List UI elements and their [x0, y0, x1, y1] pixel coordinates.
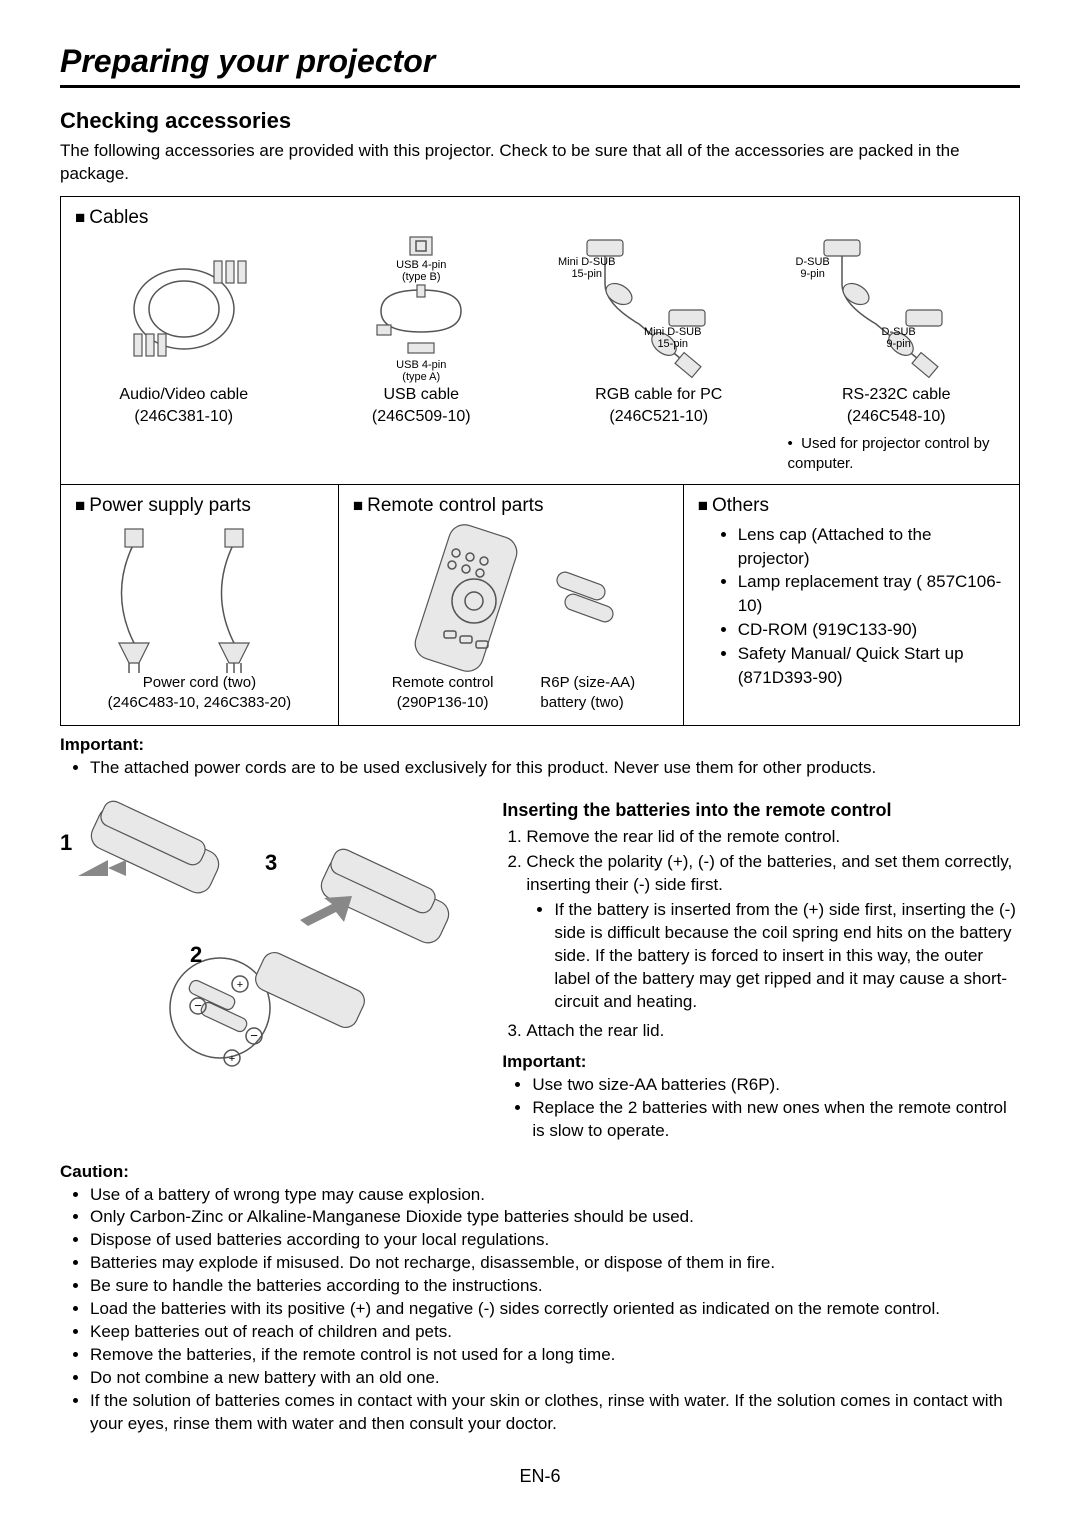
others-item: CD-ROM (919C133-90) — [738, 618, 1005, 642]
caution-list: Use of a battery of wrong type may cause… — [60, 1184, 1020, 1436]
important-2-list: Use two size-AA batteries (R6P). Replace… — [502, 1074, 1020, 1143]
others-item: Lens cap (Attached to the projector) — [738, 523, 1005, 571]
svg-text:−: − — [194, 998, 202, 1013]
psu-name: Power cord (two) — [75, 673, 324, 693]
important-label-1: Important: — [60, 734, 1020, 757]
battery-text-col: Inserting the batteries into the remote … — [502, 798, 1020, 1142]
step-2: Check the polarity (+), (-) of the batte… — [526, 851, 1020, 1014]
caution-item: Only Carbon-Zinc or Alkaline-Manganese D… — [90, 1206, 1020, 1229]
step-2-text: Check the polarity (+), (-) of the batte… — [526, 852, 1012, 894]
rgb-cable-name: RGB cable for PC — [595, 384, 722, 406]
caution-item: Use of a battery of wrong type may cause… — [90, 1184, 1020, 1207]
psu-section: ■Power supply parts Power cord ( — [61, 485, 339, 725]
step-3-num: 3 — [265, 848, 277, 878]
svg-text:−: − — [250, 1028, 258, 1043]
step-2-num: 2 — [190, 940, 202, 970]
av-cable-icon — [114, 239, 254, 379]
caution-label: Caution: — [60, 1161, 1020, 1184]
cables-label-text: Cables — [89, 207, 148, 228]
remote-control-icon — [396, 523, 536, 673]
rgb-conn-b: Mini D-SUB 15-pin — [644, 326, 701, 350]
caution-item: Batteries may explode if misused. Do not… — [90, 1252, 1020, 1275]
rs232-cable-icon — [806, 234, 986, 384]
step-1: Remove the rear lid of the remote contro… — [526, 826, 1020, 849]
usb-cable-icon — [371, 285, 471, 337]
others-item: Lamp replacement tray ( 857C106-10) — [738, 570, 1005, 618]
rgb-conn-a: Mini D-SUB 15-pin — [558, 256, 615, 280]
psu-label: ■Power supply parts — [75, 493, 324, 519]
rs232-cable-item: D-SUB 9-pin D-SUB 9-pin RS-232C cable (2… — [788, 234, 1006, 474]
important-1-item: The attached power cords are to be used … — [90, 757, 1020, 780]
others-label: ■Others — [698, 493, 1005, 519]
others-list: Lens cap (Attached to the projector) Lam… — [698, 523, 1005, 690]
cables-label: ■Cables — [75, 205, 1005, 231]
rs232-cable-name: RS-232C cable — [842, 384, 951, 406]
caution-item: Do not combine a new battery with an old… — [90, 1367, 1020, 1390]
batteries-icon — [546, 558, 626, 638]
others-label-text: Others — [712, 495, 769, 516]
page-title: Preparing your projector — [60, 40, 1020, 88]
rs232-note: • Used for projector control by computer… — [788, 434, 1006, 475]
usb-cable-part: (246C509-10) — [372, 406, 471, 428]
usb-a-connector-icon — [406, 339, 436, 357]
rs232-conn-b: D-SUB 9-pin — [882, 326, 916, 350]
rgb-cable-part: (246C521-10) — [609, 406, 708, 428]
rs232-note-text: Used for projector control by computer. — [788, 435, 990, 472]
usb-conn-b: USB 4-pin (type A) — [396, 359, 446, 383]
remote-label-text: Remote control parts — [367, 495, 543, 516]
caution-item: Dispose of used batteries according to y… — [90, 1229, 1020, 1252]
important-2-item: Replace the 2 batteries with new ones wh… — [532, 1097, 1020, 1143]
svg-text:+: + — [237, 979, 243, 991]
battery-heading: Inserting the batteries into the remote … — [502, 798, 1020, 822]
page-number: EN-6 — [60, 1464, 1020, 1488]
rs232-cable-part: (246C548-10) — [847, 406, 946, 428]
av-cable-name: Audio/Video cable — [119, 384, 248, 406]
battery-diagram: 1 2 3 + − − + — [60, 798, 482, 1088]
bullet: • — [788, 435, 793, 452]
remote-section: ■Remote control parts — [339, 485, 684, 725]
important-1-list: The attached power cords are to be used … — [60, 757, 1020, 780]
psu-label-text: Power supply parts — [89, 495, 251, 516]
accessories-box: ■Cables Audio/Video cable — [60, 196, 1020, 726]
cables-section: ■Cables Audio/Video cable — [61, 197, 1019, 485]
step-3: Attach the rear lid. — [526, 1020, 1020, 1043]
usb-b-connector-icon — [406, 235, 436, 257]
battery-desc: battery (two) — [540, 693, 668, 713]
psu-part: (246C483-10, 246C383-20) — [75, 693, 324, 713]
important-label-2: Important: — [502, 1051, 1020, 1074]
rs232-conn-a: D-SUB 9-pin — [796, 256, 830, 280]
intro-text: The following accessories are provided w… — [60, 140, 1020, 186]
svg-text:+: + — [229, 1053, 235, 1065]
remote-part: (290P136-10) — [353, 693, 533, 713]
av-cable-part: (246C381-10) — [134, 406, 233, 428]
rgb-cable-item: Mini D-SUB 15-pin Mini D-SUB 15-pin RGB … — [550, 234, 768, 474]
step-2-sub: If the battery is inserted from the (+) … — [554, 899, 1020, 1014]
others-section: ■Others Lens cap (Attached to the projec… — [684, 485, 1019, 725]
usb-cable-name: USB cable — [383, 384, 459, 406]
battery-name: R6P (size-AA) — [540, 673, 668, 693]
usb-conn-a: USB 4-pin (type B) — [396, 259, 446, 283]
caution-item: Remove the batteries, if the remote cont… — [90, 1344, 1020, 1367]
caution-item: Be sure to handle the batteries accordin… — [90, 1275, 1020, 1298]
others-item: Safety Manual/ Quick Start up (871D393-9… — [738, 642, 1005, 690]
battery-steps: Remove the rear lid of the remote contro… — [502, 826, 1020, 1042]
remote-label: ■Remote control parts — [353, 493, 669, 519]
caution-item: Keep batteries out of reach of children … — [90, 1321, 1020, 1344]
battery-install-icon: + − − + — [60, 798, 480, 1088]
step-1-num: 1 — [60, 828, 72, 858]
caution-item: Load the batteries with its positive (+)… — [90, 1298, 1020, 1321]
caution-item: If the solution of batteries comes in co… — [90, 1390, 1020, 1436]
checking-accessories-heading: Checking accessories — [60, 106, 1020, 136]
remote-name: Remote control — [353, 673, 533, 693]
av-cable-item: Audio/Video cable (246C381-10) — [75, 234, 293, 474]
power-cord-icon — [99, 523, 299, 673]
usb-cable-item: USB 4-pin (type B) USB 4-pin (type A) US… — [313, 234, 531, 474]
important-2-item: Use two size-AA batteries (R6P). — [532, 1074, 1020, 1097]
